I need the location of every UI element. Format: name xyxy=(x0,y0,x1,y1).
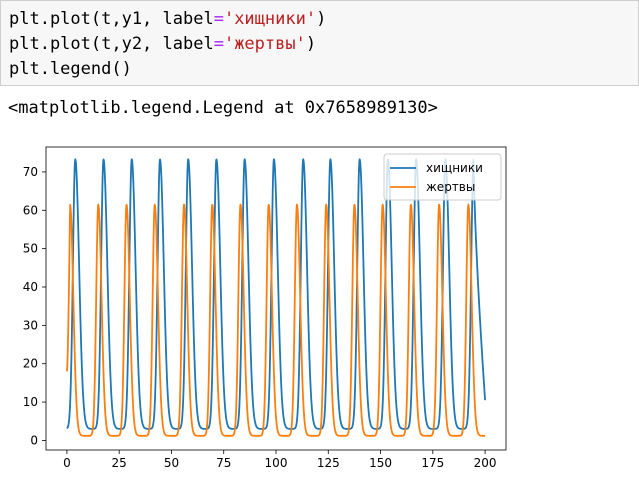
x-tick-label: 25 xyxy=(112,456,127,470)
series-line-prey xyxy=(66,203,486,437)
x-tick-label: 0 xyxy=(63,456,71,470)
x-tick-label: 150 xyxy=(369,456,392,470)
x-tick-label: 75 xyxy=(216,456,231,470)
cell-output-text: <matplotlib.legend.Legend at 0x765898913… xyxy=(8,98,438,118)
x-tick-label: 175 xyxy=(421,456,444,470)
legend-box xyxy=(383,153,502,201)
matplotlib-figure: 0 25 50 75 100 125 150 175 200 0 10 20 30 40 50 60 70 хищ… xyxy=(0,132,639,484)
x-tick-label: 125 xyxy=(317,456,340,470)
y-tick-label: 0 xyxy=(30,433,38,447)
legend-label: жертвы xyxy=(426,180,475,194)
code-cell[interactable]: plt.plot(t,y1, label='хищники') plt.plot… xyxy=(0,0,639,86)
y-tick-label: 70 xyxy=(23,165,38,179)
y-tick-label: 20 xyxy=(23,357,38,371)
y-tick-label: 30 xyxy=(23,318,38,332)
code-line-3: plt.legend() xyxy=(9,59,132,79)
legend-label: хищники xyxy=(426,161,483,175)
y-tick-label: 10 xyxy=(23,395,38,409)
code-line-1: plt.plot(t,y1, label='хищники') xyxy=(9,9,327,29)
line-chart: 0 25 50 75 100 125 150 175 200 0 10 20 30 40 50 60 70 хищ… xyxy=(23,146,507,470)
code-line-2: plt.plot(t,y2, label='жертвы') xyxy=(9,34,317,54)
x-tick-label: 50 xyxy=(164,456,179,470)
x-tick-label: 200 xyxy=(474,456,497,470)
y-tick-label: 50 xyxy=(23,242,38,256)
x-tick-label: 100 xyxy=(265,456,288,470)
y-tick-label: 40 xyxy=(23,280,38,294)
y-tick-label: 60 xyxy=(23,203,38,217)
legend: хищники жертвы xyxy=(383,153,502,201)
